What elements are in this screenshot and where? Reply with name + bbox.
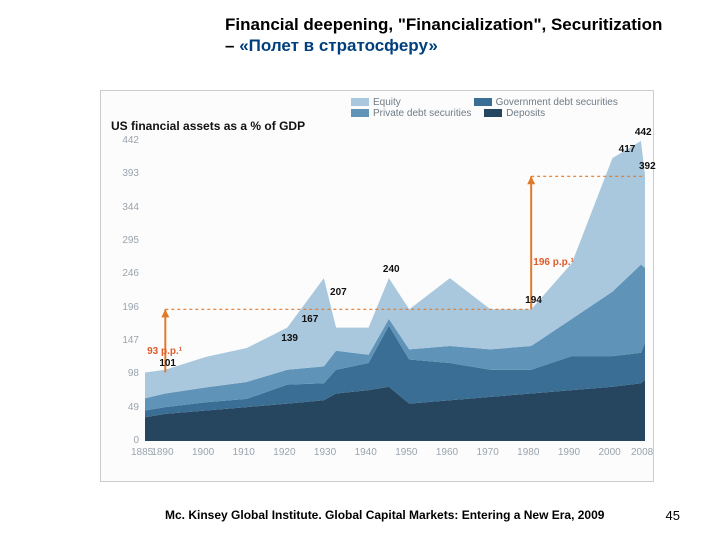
callout: 167: [302, 314, 319, 325]
title-highlight: «Полет в стратосферу»: [239, 36, 438, 55]
legend-box-deposits: [484, 109, 502, 117]
x-tick: 1930: [314, 447, 336, 458]
legend-label: Government debt securities: [496, 97, 618, 108]
source-text: Mc. Kinsey Global Institute. Global Capi…: [165, 508, 604, 522]
y-tick: 246: [105, 268, 139, 279]
slide-title: Financial deepening, "Financialization",…: [225, 14, 665, 57]
x-tick: 1900: [192, 447, 214, 458]
y-tick: 147: [105, 335, 139, 346]
x-tick: 1885: [131, 447, 153, 458]
legend-label: Deposits: [506, 108, 545, 119]
callout: 392: [639, 161, 656, 172]
page-number: 45: [666, 508, 680, 523]
chart-legend: Equity Government debt securities Privat…: [351, 97, 628, 119]
x-tick: 1990: [558, 447, 580, 458]
chart-title: US financial assets as a % of GDP: [111, 119, 305, 133]
y-tick: 344: [105, 202, 139, 213]
x-tick: 1960: [436, 447, 458, 458]
legend-label: Equity: [373, 97, 401, 108]
callout: 101: [159, 358, 176, 369]
y-tick: 98: [105, 368, 139, 379]
legend-box-privdebt: [351, 109, 369, 117]
callout: 194: [525, 295, 542, 306]
callout: 196 p.p.¹: [533, 257, 574, 268]
chart-container: US financial assets as a % of GDP Equity…: [100, 90, 654, 482]
x-tick: 1920: [273, 447, 295, 458]
x-tick: 1950: [395, 447, 417, 458]
callout: 417: [619, 144, 636, 155]
y-tick: 393: [105, 168, 139, 179]
y-tick: 196: [105, 302, 139, 313]
chart-plot: [145, 141, 645, 441]
y-tick: 442: [105, 135, 139, 146]
legend-label: Private debt securities: [373, 108, 471, 119]
legend-box-equity: [351, 98, 369, 106]
x-tick: 1940: [355, 447, 377, 458]
x-tick: 1890: [151, 447, 173, 458]
x-tick: 2008: [631, 447, 653, 458]
y-tick: 0: [105, 435, 139, 446]
x-tick: 1910: [233, 447, 255, 458]
legend-box-govdebt: [474, 98, 492, 106]
callout: 93 p.p.¹: [147, 346, 182, 357]
callout: 207: [330, 287, 347, 298]
callout: 240: [383, 264, 400, 275]
y-tick: 295: [105, 235, 139, 246]
y-tick: 49: [105, 402, 139, 413]
callout: 139: [281, 333, 298, 344]
x-tick: 1980: [517, 447, 539, 458]
callout: 442: [635, 127, 652, 138]
x-tick: 2000: [598, 447, 620, 458]
x-tick: 1970: [477, 447, 499, 458]
